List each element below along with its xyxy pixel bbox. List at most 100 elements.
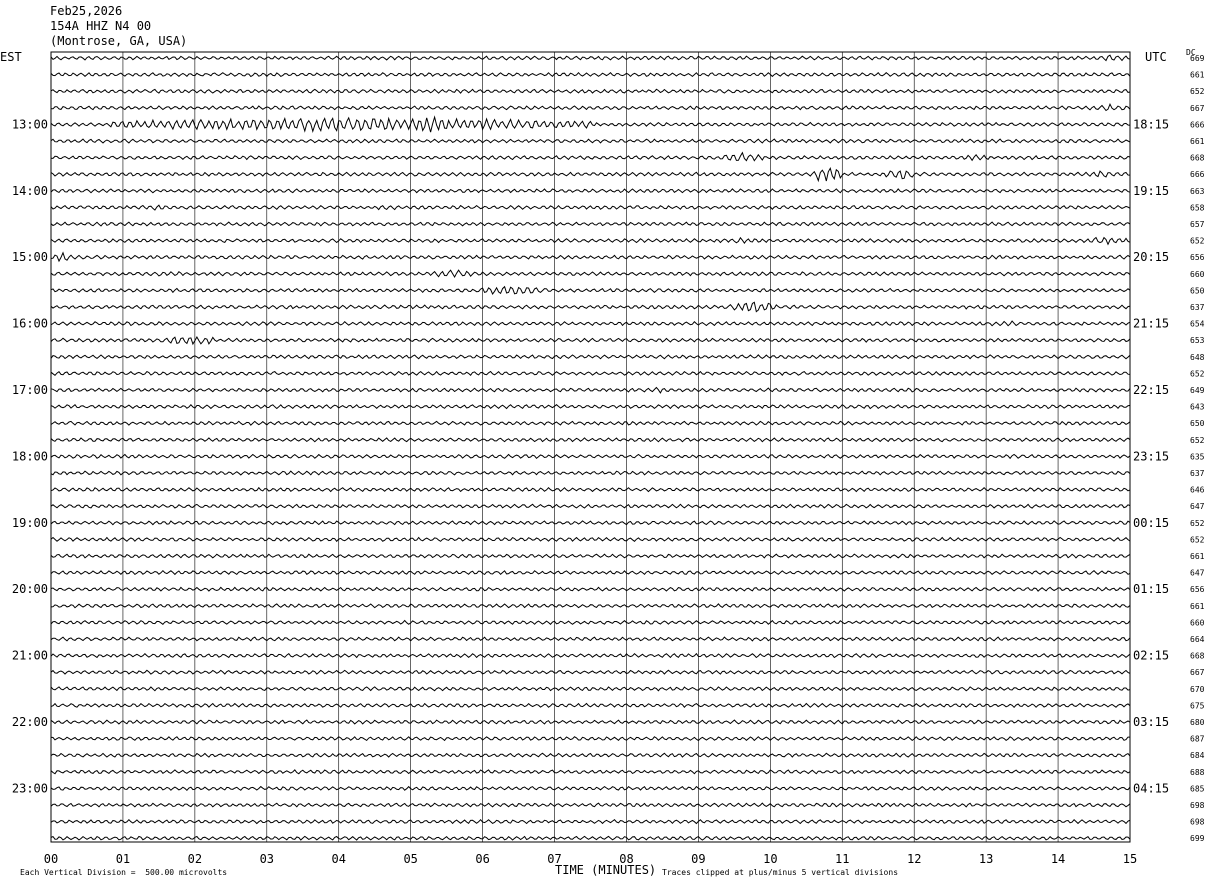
left-hour-label: 15:00 — [12, 250, 48, 264]
left-hour-label: 17:00 — [12, 383, 48, 397]
right-hour-label: 22:15 — [1133, 383, 1169, 397]
dc-offset-label: 661 — [1190, 602, 1205, 611]
seismic-trace — [50, 636, 1131, 642]
dc-offset-label: 667 — [1190, 668, 1205, 677]
dc-offset-label: 698 — [1190, 801, 1205, 810]
right-hour-label: 23:15 — [1133, 449, 1169, 463]
seismic-trace — [50, 236, 1131, 246]
dc-offset-label: 637 — [1190, 469, 1205, 478]
dc-offset-label: 688 — [1190, 768, 1205, 777]
station-code: 154A HHZ N4 00 — [50, 19, 152, 33]
seismic-trace — [50, 802, 1131, 808]
right-hour-label: 03:15 — [1133, 715, 1169, 729]
seismic-trace — [50, 586, 1131, 592]
x-axis-title: TIME (MINUTES) — [555, 863, 657, 877]
dc-column-label: DC — [1186, 48, 1196, 57]
seismic-trace — [50, 835, 1131, 841]
x-tick-label: 12 — [907, 852, 921, 866]
dc-offset-label: 699 — [1190, 834, 1205, 843]
seismic-trace — [50, 652, 1131, 659]
dc-offset-label: 643 — [1190, 403, 1205, 412]
dc-offset-label: 656 — [1190, 585, 1205, 594]
right-hour-label: 18:15 — [1133, 117, 1169, 131]
seismic-trace — [50, 138, 1131, 144]
seismic-trace — [50, 71, 1131, 78]
left-hour-label: 14:00 — [12, 184, 48, 198]
dc-offset-label: 669 — [1190, 54, 1205, 63]
right-hour-label: 02:15 — [1133, 649, 1169, 663]
left-hour-label: 22:00 — [12, 715, 48, 729]
seismic-trace — [50, 301, 1131, 313]
seismic-trace — [50, 437, 1131, 443]
dc-offset-label: 698 — [1190, 818, 1205, 827]
dc-offset-label: 646 — [1190, 486, 1205, 495]
dc-offset-label: 648 — [1190, 353, 1205, 362]
x-tick-label: 01 — [116, 852, 130, 866]
x-tick-label: 08 — [619, 852, 633, 866]
dc-offset-label: 661 — [1190, 552, 1205, 561]
seismic-trace — [50, 769, 1131, 775]
seismic-trace — [50, 251, 1131, 263]
x-tick-label: 09 — [691, 852, 705, 866]
dc-offset-label: 670 — [1190, 685, 1205, 694]
seismic-trace — [50, 619, 1131, 626]
x-tick-label: 00 — [44, 852, 58, 866]
dc-offset-label: 668 — [1190, 154, 1205, 163]
dc-offset-label: 685 — [1190, 784, 1205, 793]
left-hour-label: 21:00 — [12, 649, 48, 663]
dc-offset-label: 684 — [1190, 751, 1205, 760]
x-tick-label: 02 — [188, 852, 202, 866]
right-hour-label: 00:15 — [1133, 516, 1169, 530]
right-hour-label: 20:15 — [1133, 250, 1169, 264]
dc-offset-label: 680 — [1190, 718, 1205, 727]
scale-note: Each Vertical Division = 500.00 microvol… — [20, 868, 228, 877]
seismic-trace — [50, 785, 1131, 792]
dc-offset-label: 667 — [1190, 104, 1205, 113]
dc-offset-label: 652 — [1190, 436, 1205, 445]
station-location: (Montrose, GA, USA) — [50, 34, 188, 48]
seismic-trace — [50, 553, 1131, 559]
seismic-trace — [50, 335, 1131, 346]
dc-offset-label: 658 — [1190, 203, 1205, 212]
dc-offset-label: 635 — [1190, 452, 1205, 461]
left-hour-label: 20:00 — [12, 582, 48, 596]
seismic-trace — [50, 420, 1131, 426]
dc-offset-label: 660 — [1190, 618, 1205, 627]
left-hour-label: 16:00 — [12, 317, 48, 331]
seismic-trace — [50, 221, 1131, 227]
seismic-trace — [50, 686, 1131, 692]
seismic-trace — [50, 354, 1131, 360]
dc-offset-label: 652 — [1190, 87, 1205, 96]
seismic-trace — [50, 669, 1131, 675]
left-timezone-label: EST — [0, 50, 22, 64]
dc-offset-label: 664 — [1190, 635, 1205, 644]
seismic-trace — [50, 386, 1131, 394]
seismic-trace — [50, 536, 1131, 543]
seismic-trace — [50, 486, 1131, 493]
seismic-trace — [50, 188, 1131, 194]
seismic-trace — [50, 453, 1131, 460]
dc-offset-label: 654 — [1190, 320, 1205, 329]
x-tick-label: 14 — [1051, 852, 1065, 866]
seismic-trace — [50, 204, 1131, 211]
dc-offset-label: 650 — [1190, 286, 1205, 295]
right-timezone-label: UTC — [1145, 50, 1167, 64]
seismic-trace — [50, 603, 1131, 609]
seismic-trace — [50, 320, 1131, 327]
seismic-trace — [50, 503, 1131, 509]
dc-offset-label: 663 — [1190, 187, 1205, 196]
dc-offset-label: 660 — [1190, 270, 1205, 279]
dc-offset-label: 647 — [1190, 502, 1205, 511]
seismic-trace — [50, 569, 1131, 576]
x-tick-label: 10 — [763, 852, 777, 866]
seismic-trace — [50, 818, 1131, 825]
right-hour-label: 21:15 — [1133, 317, 1169, 331]
dc-offset-label: 652 — [1190, 535, 1205, 544]
seismic-trace — [50, 520, 1131, 526]
clip-note: Traces clipped at plus/minus 5 vertical … — [662, 868, 899, 877]
dc-offset-label: 661 — [1190, 71, 1205, 80]
seismic-trace — [50, 88, 1131, 94]
plot-date: Feb25,2026 — [50, 4, 123, 18]
x-tick-label: 04 — [332, 852, 346, 866]
